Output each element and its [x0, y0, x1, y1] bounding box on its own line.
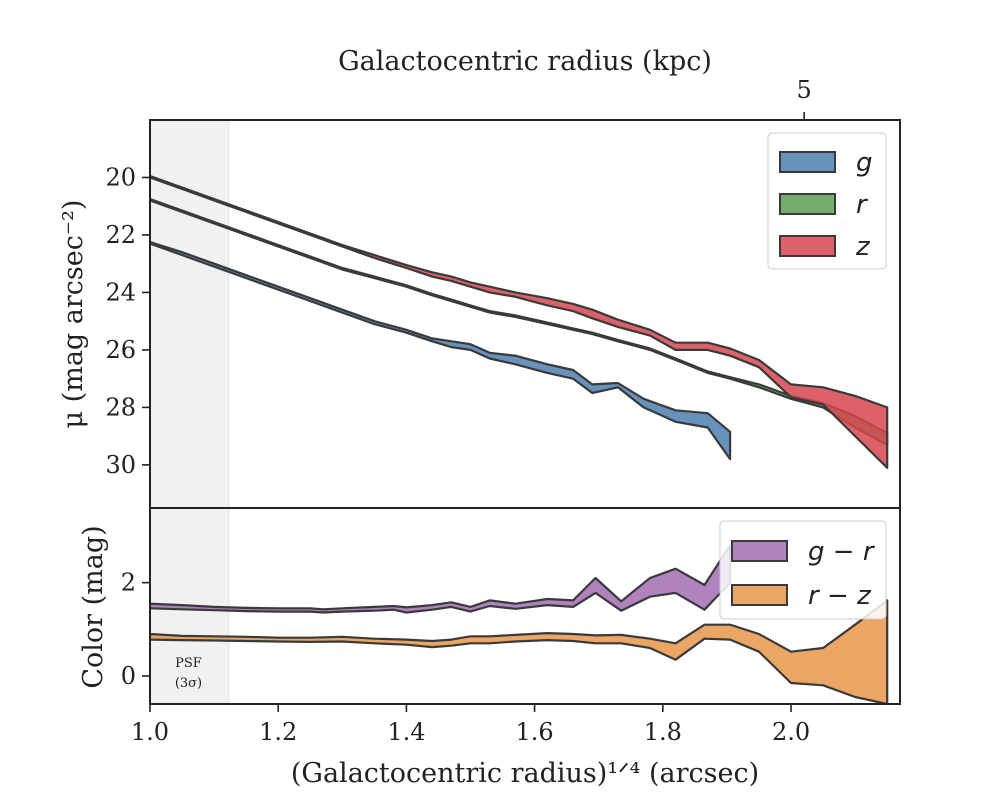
band-z: [150, 174, 889, 469]
psf-shaded-region: [149, 119, 230, 509]
legend-label-g: g: [856, 148, 873, 178]
band-rz: [150, 599, 889, 704]
mu-axis-title: μ (mag arcsec⁻²): [58, 200, 89, 429]
psf-sigma-label: (3σ): [175, 676, 202, 691]
legend-swatch-gr: [731, 540, 788, 562]
x-tick-label: 1.0: [131, 718, 169, 746]
color-axis-title: Color (mag): [78, 525, 109, 688]
legend-swatch-z: [779, 235, 836, 257]
mu-tick-label: 28: [105, 393, 136, 421]
x-tick-label: 1.4: [387, 718, 425, 746]
x-tick-label: 2.0: [772, 718, 810, 746]
color-profile-panel: 0 2 1.0 1.2 1.4 1.6 1.8 2.0 PSF (3σ) g − r r − z: [121, 507, 901, 746]
color-tick-label: 2: [121, 569, 136, 597]
legend-label-r: r: [856, 190, 869, 220]
mu-tick-label: 30: [105, 451, 136, 479]
mu-tick-label: 20: [105, 163, 136, 191]
kpc-tick-label: 5: [797, 76, 812, 104]
surface-brightness-panel: 20222426283051020305075grz: [105, 76, 901, 509]
psf-label: PSF: [175, 656, 202, 671]
x-tick-label: 1.6: [516, 718, 554, 746]
mu-tick-label: 24: [105, 278, 136, 306]
band-group: [150, 174, 889, 469]
legend-swatch-g: [779, 151, 836, 173]
x-tick-label: 1.8: [644, 718, 682, 746]
top-axis-title: Galactocentric radius (kpc): [338, 46, 712, 77]
color-tick-label: 0: [121, 662, 136, 690]
mu-tick-label: 22: [105, 221, 136, 249]
x-tick-label: 1.2: [259, 718, 297, 746]
legend-label-z: z: [855, 232, 871, 262]
band-g: [150, 241, 732, 461]
mu-tick-label: 26: [105, 336, 136, 364]
legend-label-gr: g − r: [808, 537, 876, 567]
legend-swatch-r: [779, 193, 836, 215]
band-gr: [150, 544, 732, 614]
panel-frame: [149, 507, 901, 705]
legend-swatch-rz: [731, 584, 788, 606]
x-axis-title: (Galactocentric radius)¹ᐟ⁴ (arcsec): [291, 758, 759, 789]
legend-label-rz: r − z: [808, 581, 872, 611]
